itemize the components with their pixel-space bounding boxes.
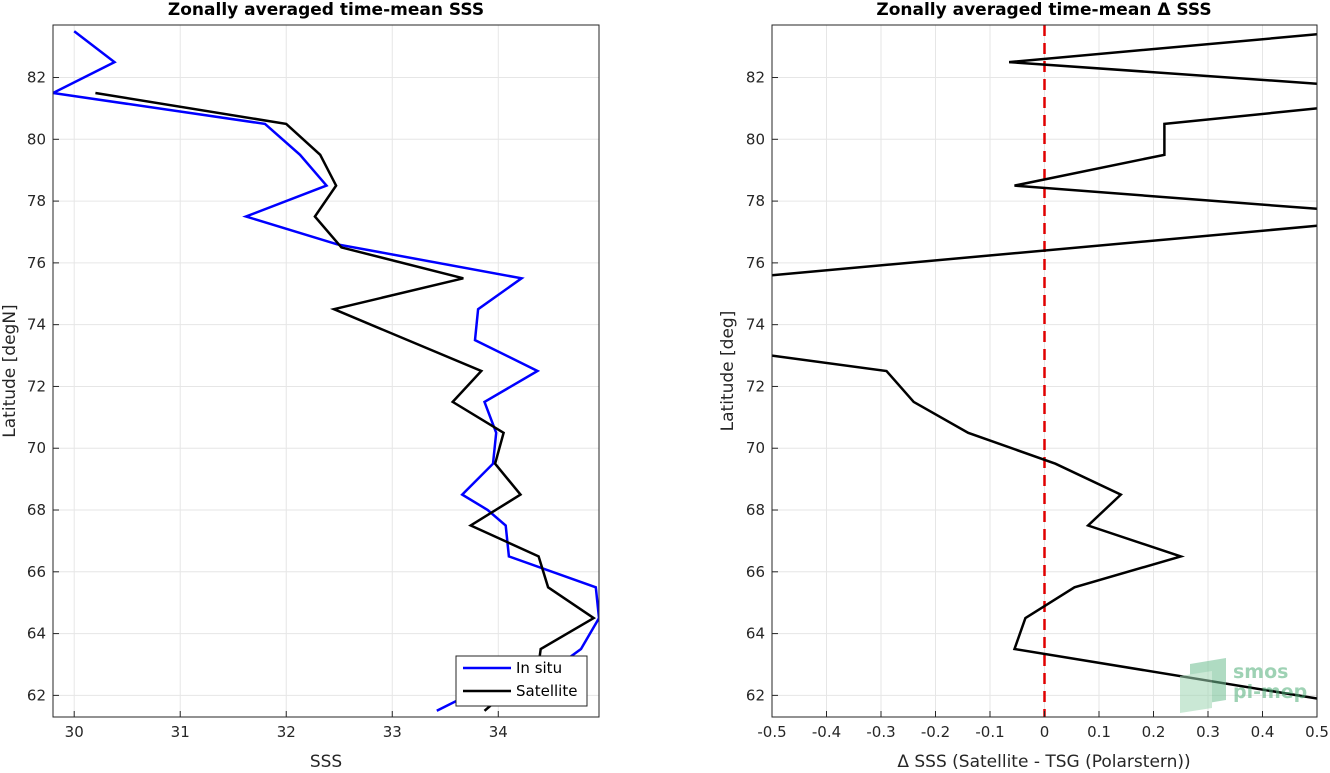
- sss-y-tick-label: 72: [27, 377, 46, 395]
- delta-x-tick-label: 0.1: [1087, 723, 1111, 741]
- watermark-line2: pi-mep: [1233, 681, 1307, 703]
- in-situ-line: [53, 30, 599, 712]
- delta-y-tick-label: 76: [746, 254, 765, 272]
- delta-x-tick-label: 0.3: [1196, 723, 1220, 741]
- sss-x-tick-label: 32: [277, 723, 296, 741]
- legend: In situ Satellite: [455, 655, 588, 707]
- delta-ticks: -0.5 -0.4 -0.3 -0.2 -0.1 0 0.1 0.2 0.3 0.4 0.5 62 64…: [746, 69, 1329, 741]
- sss-y-tick-label: 76: [27, 254, 46, 272]
- sss-x-tick-label: 33: [383, 723, 402, 741]
- delta-line: [772, 224, 1317, 277]
- delta-series-group: [772, 25, 1317, 717]
- sss-y-tick-label: 80: [27, 130, 46, 148]
- delta-y-axis-label: Latitude [deg]: [718, 311, 738, 432]
- delta-line: [1008, 33, 1317, 85]
- delta-x-tick-label: -0.5: [757, 723, 786, 741]
- delta-x-tick-label: 0.5: [1305, 723, 1329, 741]
- delta-x-tick-label: 0.4: [1251, 723, 1275, 741]
- sss-y-tick-label: 74: [27, 316, 46, 334]
- delta-line: [772, 354, 1317, 700]
- smos-pi-mep-watermark: smos pi-mep: [1180, 658, 1307, 713]
- delta-x-tick-label: 0.2: [1142, 723, 1166, 741]
- sss-series-group: [53, 30, 599, 712]
- delta-x-tick-label: 0: [1040, 723, 1050, 741]
- sss-x-tick-label: 34: [489, 723, 508, 741]
- sss-y-tick-label: 66: [27, 563, 46, 581]
- delta-y-tick-label: 64: [746, 625, 765, 643]
- sss-x-axis-label: SSS: [310, 752, 342, 769]
- sss-plot-area: [53, 25, 599, 717]
- sss-x-tick-label: 30: [65, 723, 84, 741]
- delta-x-tick-label: -0.2: [921, 723, 950, 741]
- sss-y-tick-label: 68: [27, 501, 46, 519]
- watermark-logo-shape-2: [1180, 671, 1212, 713]
- sss-lines: [53, 30, 599, 712]
- sss-ticks: 30 31 32 33 34 62 64 66 68 70 72 74 76 78 80 82: [27, 69, 508, 741]
- delta-x-tick-label: -0.1: [975, 723, 1004, 741]
- delta-y-tick-label: 68: [746, 501, 765, 519]
- delta-x-axis-label: Δ SSS (Satellite - TSG (Polarstern)): [897, 752, 1190, 769]
- sss-y-tick-label: 70: [27, 439, 46, 457]
- sss-panel: 30 31 32 33 34 62 64 66 68 70 72 74 76 78 80 82 Zonally…: [0, 0, 600, 772]
- delta-y-tick-label: 82: [746, 69, 765, 87]
- sss-y-tick-label: 62: [27, 686, 46, 704]
- delta-x-tick-label: -0.4: [812, 723, 841, 741]
- delta-lines: [772, 25, 1317, 717]
- delta-y-tick-label: 72: [746, 377, 765, 395]
- sss-y-tick-label: 64: [27, 625, 46, 643]
- sss-axes-box: [52, 24, 600, 718]
- sss-x-tick-label: 31: [171, 723, 190, 741]
- delta-y-tick-label: 74: [746, 316, 765, 334]
- delta-y-tick-label: 66: [746, 563, 765, 581]
- sss-y-tick-label: 78: [27, 192, 46, 210]
- delta-y-tick-label: 70: [746, 439, 765, 457]
- sss-y-tick-label: 82: [27, 69, 46, 87]
- delta-y-tick-label: 62: [746, 686, 765, 704]
- delta-sss-panel: smos pi-mep -0.5 -0.4 -0.3 -0.2 -0.1 0 0.1 0.2 0…: [718, 0, 1329, 772]
- delta-line: [1014, 107, 1317, 211]
- delta-title: Zonally averaged time-mean Δ SSS: [876, 0, 1211, 20]
- delta-y-tick-label: 80: [746, 130, 765, 148]
- sss-y-axis-label: Latitude [degN]: [0, 304, 20, 437]
- watermark-line1: smos: [1233, 661, 1288, 683]
- satellite-line: [95, 91, 597, 712]
- legend-label-in-situ: In situ: [516, 659, 562, 677]
- legend-box: [455, 655, 588, 707]
- delta-x-tick-label: -0.3: [866, 723, 895, 741]
- legend-label-satellite: Satellite: [516, 682, 577, 700]
- delta-y-tick-label: 78: [746, 192, 765, 210]
- sss-title: Zonally averaged time-mean SSS: [168, 0, 484, 20]
